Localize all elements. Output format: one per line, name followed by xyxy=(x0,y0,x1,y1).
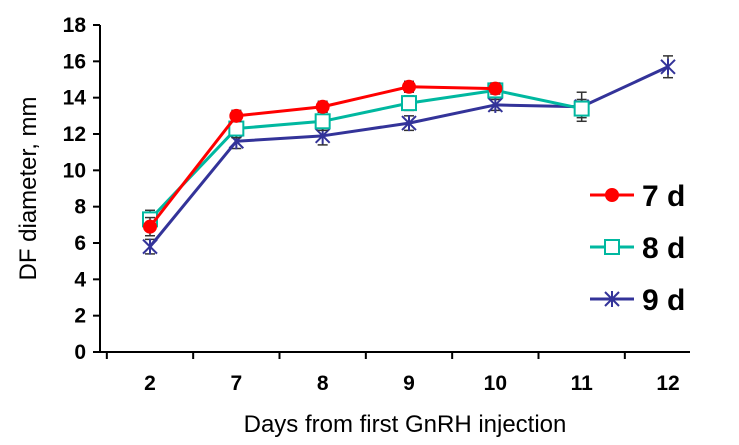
data-point xyxy=(605,188,619,202)
y-tick-label: 8 xyxy=(74,196,86,219)
y-tick-label: 12 xyxy=(63,123,86,146)
y-tick-label: 10 xyxy=(63,159,86,182)
y-tick-label: 16 xyxy=(63,50,86,73)
data-point xyxy=(487,96,504,113)
axes: 0 2 4 6 8 10 12 14 16 18 2 7 8 9 10 11 12 xyxy=(63,14,690,395)
data-point xyxy=(229,108,244,123)
data-point xyxy=(142,238,158,255)
series-7-d xyxy=(143,79,503,237)
y-tick-label: 0 xyxy=(74,341,86,364)
x-tick-label: 12 xyxy=(656,372,679,395)
data-point xyxy=(401,95,417,112)
series-group xyxy=(142,55,676,255)
y-tick-label: 18 xyxy=(63,14,87,37)
data-point xyxy=(660,58,676,75)
y-tick-label: 6 xyxy=(74,232,86,255)
series-line xyxy=(148,88,582,221)
legend: 7 d 8 d 9 d xyxy=(590,180,685,317)
data-point xyxy=(573,100,590,117)
y-axis-title: DF diameter, mm xyxy=(15,96,42,280)
y-tick-label: 14 xyxy=(63,87,87,110)
data-point xyxy=(314,113,331,130)
data-point xyxy=(401,115,417,132)
legend-label: 9 d xyxy=(642,284,685,317)
data-point xyxy=(488,81,503,96)
data-point xyxy=(604,291,620,307)
data-point xyxy=(315,99,330,114)
data-point xyxy=(143,219,157,234)
data-point xyxy=(604,239,620,255)
y-tick-label: 4 xyxy=(74,268,86,291)
legend-entry: 7 d xyxy=(590,180,685,213)
legend-entry: 8 d xyxy=(590,232,685,265)
legend-entry: 9 d xyxy=(590,284,685,317)
x-axis-title: Days from first GnRH injection xyxy=(244,411,567,438)
legend-label: 8 d xyxy=(642,232,685,265)
x-tick-label: 8 xyxy=(317,372,329,395)
x-tick-label: 11 xyxy=(571,372,594,395)
y-tick-label: 2 xyxy=(74,305,86,328)
x-tick-label: 10 xyxy=(484,372,507,395)
x-tick-label: 2 xyxy=(144,372,156,395)
legend-label: 7 d xyxy=(642,180,685,213)
data-point xyxy=(402,79,416,94)
x-tick-label: 7 xyxy=(230,372,242,395)
x-tick-label: 9 xyxy=(403,372,415,395)
